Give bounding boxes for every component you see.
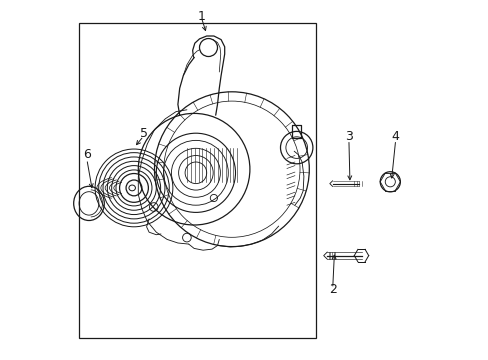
Text: 1: 1 — [197, 10, 205, 23]
Text: 4: 4 — [391, 130, 399, 143]
Bar — [79, 23, 316, 338]
Text: 5: 5 — [140, 127, 147, 140]
Text: 3: 3 — [344, 130, 352, 143]
Text: 2: 2 — [328, 283, 336, 296]
Text: 6: 6 — [82, 148, 91, 161]
